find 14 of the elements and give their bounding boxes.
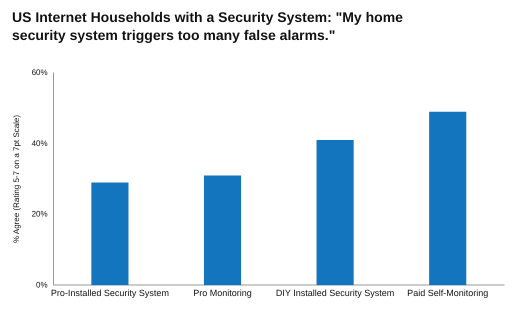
y-tick-label: 60% (32, 68, 48, 78)
bar (91, 182, 128, 286)
y-tick-label: 0% (36, 280, 48, 290)
y-tick-label: 20% (32, 210, 48, 219)
y-axis-title: % Agree (Rating 5-7 on a 7pt Scale) (12, 114, 22, 244)
bar (429, 112, 466, 286)
x-tick-label: Pro-Installed Security System (50, 288, 169, 298)
x-tick-label: DIY Installed Security System (276, 288, 394, 298)
bar (316, 140, 354, 286)
bar (204, 175, 242, 286)
y-tick-label: 40% (32, 138, 48, 148)
chart-title: US Internet Households with a Security System: "My home security system triggers too many false alarms." (12, 8, 404, 44)
x-tick-label: Paid Self-Monitoring (407, 288, 488, 298)
x-tick-label: Pro Monitoring (193, 288, 252, 298)
